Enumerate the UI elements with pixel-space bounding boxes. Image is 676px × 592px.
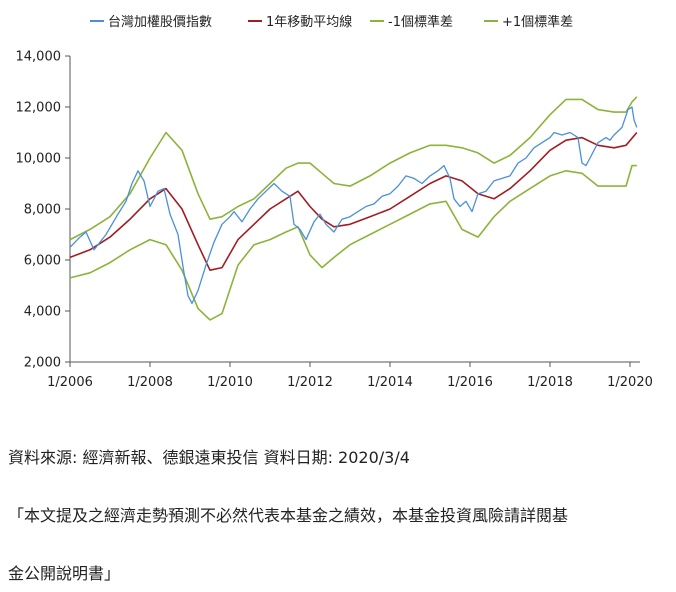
y-tick-label: 14,000 (16, 50, 62, 65)
legend-label: 1年移動平均線 (266, 14, 352, 30)
disclaimer-line-1: 「本文提及之經濟走勢預測不必然代表本基金之績效，本基金投資風險請詳閱基 (8, 506, 569, 525)
legend-label: 台灣加權股價指數 (108, 15, 212, 30)
y-tick-label: 2,000 (24, 356, 61, 371)
y-tick-label: 8,000 (24, 203, 61, 218)
legend-label: -1個標準差 (388, 14, 453, 30)
series-line-3 (69, 96, 638, 241)
x-tick-label: 1/2020 (607, 375, 653, 390)
legend-label: +1個標準差 (502, 14, 573, 30)
y-tick-label: 10,000 (16, 152, 62, 167)
x-tick-label: 1/2018 (527, 375, 573, 390)
chart-legend: 台灣加權股價指數 1年移動平均線 -1個標準差 +1個標準差 (90, 14, 573, 30)
series-line-2 (69, 164, 637, 321)
plot-area (69, 96, 638, 321)
x-axis: 1/2006 1/2008 1/2010 1/2012 1/2014 1/2016 1/20… (47, 361, 653, 390)
x-tick-label: 1/2012 (287, 375, 333, 390)
y-tick-label: 4,000 (24, 305, 61, 320)
x-tick-label: 1/2016 (447, 375, 493, 390)
source-note: 資料來源: 經濟新報、德銀遠東投信 資料日期: 2020/3/4 (8, 448, 410, 467)
y-tick-label: 6,000 (24, 254, 61, 269)
series-line-0 (69, 106, 638, 305)
x-tick-label: 1/2008 (127, 375, 173, 390)
series-line-1 (69, 131, 638, 272)
x-tick-label: 1/2014 (367, 375, 413, 390)
index-chart: 台灣加權股價指數 1年移動平均線 -1個標準差 +1個標準差 2,000 4,000 6,… (16, 14, 653, 390)
y-tick-label: 12,000 (16, 101, 62, 116)
disclaimer-line-2: 金公開說明書」 (8, 564, 121, 583)
y-axis: 2,000 4,000 6,000 8,000 10,000 12,000 14,000 (16, 50, 71, 371)
x-tick-label: 1/2006 (47, 375, 93, 390)
x-tick-label: 1/2010 (207, 375, 253, 390)
